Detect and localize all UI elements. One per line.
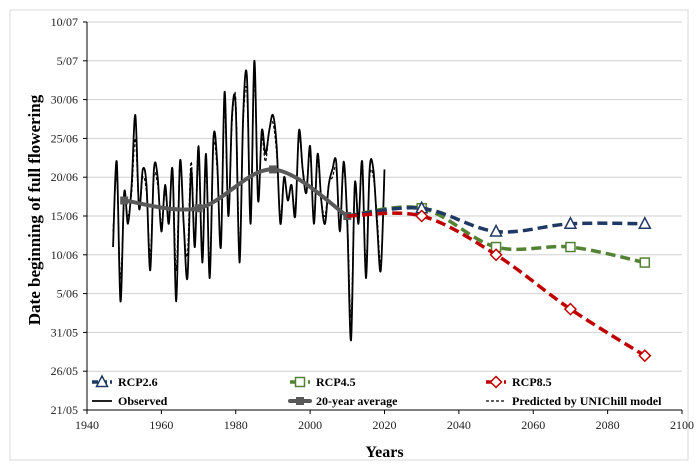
legend-marker	[489, 375, 503, 389]
data-point-rcp4-5	[565, 241, 576, 253]
legend-label: RCP2.6	[118, 375, 158, 389]
x-tick-labels: 1940 1960 1980 2000 2020 2040 2060 2080 2100	[75, 410, 694, 432]
series-line-predicted-by-unichill-model	[112, 75, 386, 318]
y-tick-label: 31/05	[51, 325, 78, 339]
data-point-rcp8-5	[638, 349, 652, 363]
legend-marker	[296, 397, 304, 405]
data-point-20-year-average	[120, 196, 129, 205]
x-tick-label: 2080	[596, 418, 620, 432]
y-tick-label: 5/07	[57, 54, 78, 68]
x-axis-title: Years	[365, 444, 403, 461]
y-tick-label: 20/06	[51, 170, 78, 184]
legend-label: RCP8.5	[512, 375, 552, 389]
y-tick-label: 10/06	[51, 248, 78, 262]
y-tick-label: 10/07	[51, 15, 78, 29]
legend-item-20-year-average: 20-year average	[288, 394, 398, 408]
x-tick-label: 1960	[149, 418, 173, 432]
data-point-rcp8-5	[415, 209, 429, 223]
series-predicted-by-unichill-model	[112, 75, 386, 318]
x-tick-label: 2020	[373, 418, 397, 432]
legend-item-predicted-by-unichill-model: Predicted by UNIChill model	[486, 394, 662, 408]
legend-marker	[294, 376, 306, 388]
y-tick-label: 15/06	[51, 209, 78, 223]
data-point-rcp2-6	[563, 216, 578, 230]
y-tick-label: 26/05	[51, 364, 78, 378]
legend-item-rcp8-5: RCP8.5	[486, 375, 552, 389]
data-point-rcp8-5	[563, 302, 577, 316]
x-tick-label: 2040	[447, 418, 471, 432]
x-tick-label: 1980	[224, 418, 248, 432]
chart-border	[9, 9, 689, 461]
y-tick-label: 25/06	[51, 131, 78, 145]
data-point-rcp2-6	[489, 223, 503, 237]
x-tick-label: 2100	[670, 418, 694, 432]
series-line-20-year-average	[122, 167, 350, 218]
x-tick-label: 2060	[521, 418, 545, 432]
data-point-20-year-average	[194, 204, 203, 213]
y-tick-label: 5/06	[57, 287, 78, 301]
y-tick-label: 30/06	[51, 93, 78, 107]
legend: RCP2.6 RCP4.5 RCP8.5 Observed 20-year averag…	[92, 374, 662, 408]
legend-label: 20-year average	[316, 394, 398, 408]
x-tick-label: 2000	[298, 418, 322, 432]
y-tick-labels: 10/07 5/07 30/06 25/06 20/06 15/06 10/06 5/06 31…	[51, 15, 78, 417]
series	[112, 59, 652, 363]
legend-label: Predicted by UNIChill model	[512, 394, 662, 408]
legend-label: RCP4.5	[316, 375, 356, 389]
series-rcp2-6	[347, 200, 652, 237]
legend-item-observed: Observed	[92, 394, 168, 408]
y-axis-title: Date beginning of full flowering	[25, 94, 44, 325]
legend-label: Observed	[118, 394, 168, 408]
data-point-20-year-average	[268, 165, 277, 174]
data-point-rcp2-6	[638, 216, 652, 230]
legend-marker	[95, 374, 109, 388]
legend-item-rcp4-5: RCP4.5	[290, 375, 356, 389]
x-tick-label: 1940	[75, 418, 99, 432]
data-point-rcp8-5	[489, 248, 503, 262]
legend-item-rcp2-6: RCP2.6	[92, 374, 158, 389]
y-tick-label: 21/05	[51, 403, 78, 417]
data-point-rcp4-5	[639, 257, 651, 268]
series-rcp8-5	[347, 209, 652, 363]
